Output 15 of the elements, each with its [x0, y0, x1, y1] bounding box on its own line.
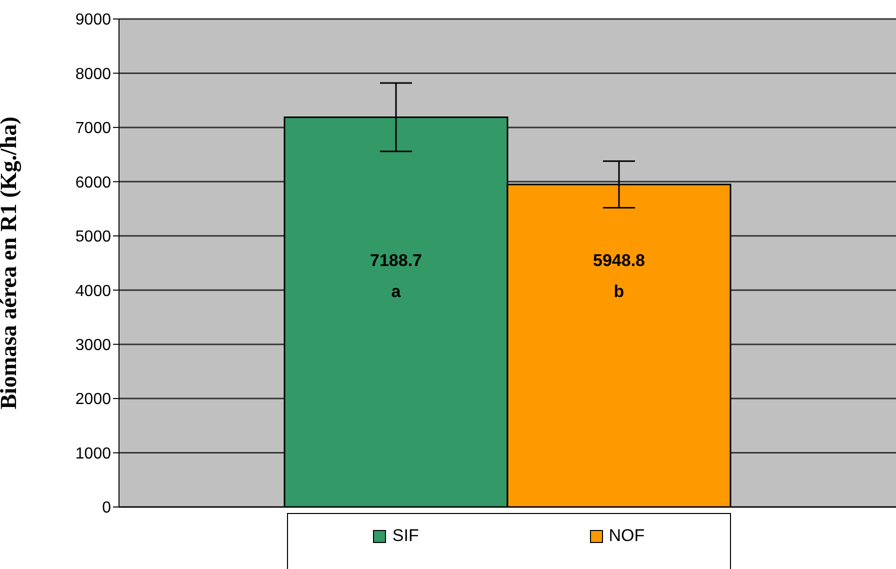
y-tick-label: 3000 [75, 337, 112, 354]
y-tick-label: 6000 [75, 174, 112, 192]
y-tick-label: 8000 [75, 66, 112, 83]
legend-label: SIF [391, 526, 419, 546]
y-tick-label: 1000 [75, 445, 112, 462]
y-tick-label: 4000 [75, 282, 112, 300]
y-tick-label: 7000 [75, 120, 112, 138]
data-label: 5948.8 b [593, 251, 645, 301]
y-tick-label: 5000 [75, 228, 112, 246]
y-tick-label: 9000 [75, 12, 112, 29]
y-tick-label: 2000 [75, 391, 112, 408]
y-axis-title: Biomasa aérea en R1 (Kg./ha) [0, 116, 22, 410]
data-label: 7188.7 a [370, 251, 422, 301]
y-tick-label: 0 [102, 500, 112, 517]
legend-label: NOF [608, 526, 645, 546]
